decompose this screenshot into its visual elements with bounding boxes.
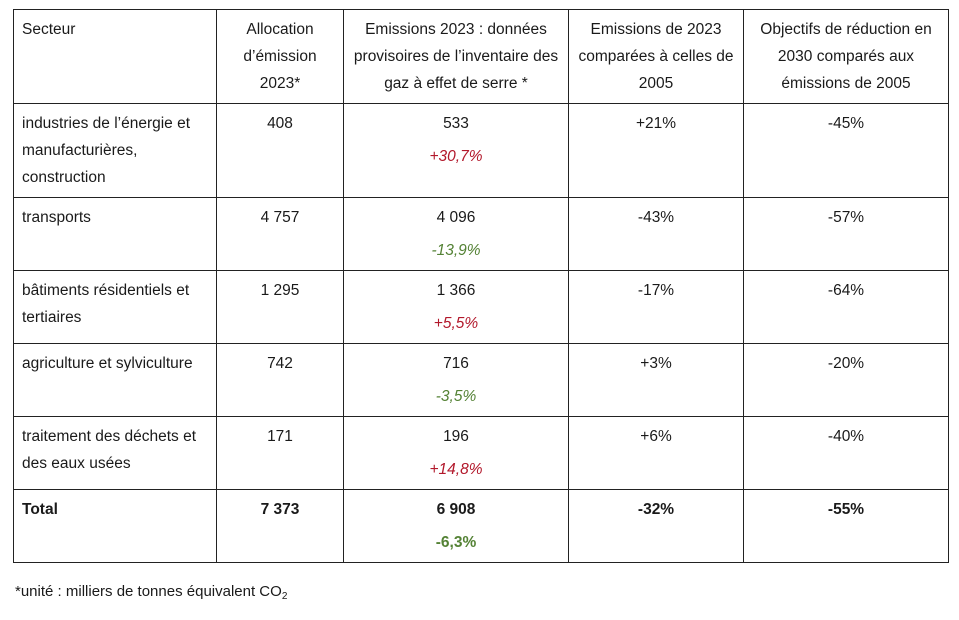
total-emissions-value: 6 908 <box>436 501 476 518</box>
sector-cell: industries de l’énergie et manufacturièr… <box>13 103 217 198</box>
table-header-row: Secteur Allocation d’émission 2023* Emis… <box>13 9 949 104</box>
table-row: bâtiments résidentiels et tertiaires 1 2… <box>13 270 949 344</box>
emissions-value: 533 <box>443 115 469 132</box>
allocation-cell: 408 <box>216 103 344 198</box>
table-row: traitement des déchets et des eaux usées… <box>13 416 949 490</box>
header-allocation: Allocation d’émission 2023* <box>216 9 344 104</box>
target2030-cell: -45% <box>743 103 949 198</box>
emissions-cell: 716 -3,5% <box>343 343 569 417</box>
allocation-cell: 1 295 <box>216 270 344 344</box>
total-target2030: -55% <box>743 489 949 563</box>
target2030-cell: -40% <box>743 416 949 490</box>
allocation-cell: 742 <box>216 343 344 417</box>
table-row: agriculture et sylviculture 742 716 -3,5… <box>13 343 949 417</box>
footnote-text: *unité : milliers de tonnes équivalent C… <box>15 583 282 600</box>
total-emissions-cell: 6 908 -6,3% <box>343 489 569 563</box>
emissions-cell: 533 +30,7% <box>343 103 569 198</box>
total-row: Total 7 373 6 908 -6,3% -32% -55% <box>13 489 949 563</box>
total-label: Total <box>13 489 217 563</box>
table-row: transports 4 757 4 096 -13,9% -43% -57% <box>13 197 949 271</box>
sector-cell: bâtiments résidentiels et tertiaires <box>13 270 217 344</box>
target2030-cell: -57% <box>743 197 949 271</box>
allocation-cell: 4 757 <box>216 197 344 271</box>
header-vs-2005: Emissions de 2023 comparées à celles de … <box>568 9 744 104</box>
emissions-change: +14,8% <box>429 461 483 478</box>
total-vs2005: -32% <box>568 489 744 563</box>
total-emissions-change: -6,3% <box>435 534 477 551</box>
emissions-change: -13,9% <box>431 242 481 259</box>
emissions-value: 1 366 <box>436 282 476 299</box>
emissions-change: +30,7% <box>429 148 483 165</box>
emissions-cell: 196 +14,8% <box>343 416 569 490</box>
header-emissions-2023: Emissions 2023 : données provisoires de … <box>343 9 569 104</box>
emissions-value: 4 096 <box>436 209 476 226</box>
header-target-2030: Objectifs de réduction en 2030 comparés … <box>743 9 949 104</box>
vs2005-cell: +21% <box>568 103 744 198</box>
target2030-cell: -64% <box>743 270 949 344</box>
emissions-value: 716 <box>443 355 469 372</box>
vs2005-cell: +6% <box>568 416 744 490</box>
vs2005-cell: +3% <box>568 343 744 417</box>
emissions-table: Secteur Allocation d’émission 2023* Emis… <box>13 9 949 563</box>
total-allocation: 7 373 <box>216 489 344 563</box>
sector-cell: traitement des déchets et des eaux usées <box>13 416 217 490</box>
emissions-change: -3,5% <box>435 388 477 405</box>
sector-cell: transports <box>13 197 217 271</box>
footnote: *unité : milliers de tonnes équivalent C… <box>15 583 287 602</box>
allocation-cell: 171 <box>216 416 344 490</box>
emissions-cell: 4 096 -13,9% <box>343 197 569 271</box>
emissions-change: +5,5% <box>433 315 479 332</box>
header-sector: Secteur <box>13 9 217 104</box>
vs2005-cell: -17% <box>568 270 744 344</box>
footnote-subscript: 2 <box>281 591 288 602</box>
sector-cell: agriculture et sylviculture <box>13 343 217 417</box>
target2030-cell: -20% <box>743 343 949 417</box>
table-row: industries de l’énergie et manufacturièr… <box>13 103 949 198</box>
vs2005-cell: -43% <box>568 197 744 271</box>
emissions-value: 196 <box>443 428 469 445</box>
emissions-cell: 1 366 +5,5% <box>343 270 569 344</box>
